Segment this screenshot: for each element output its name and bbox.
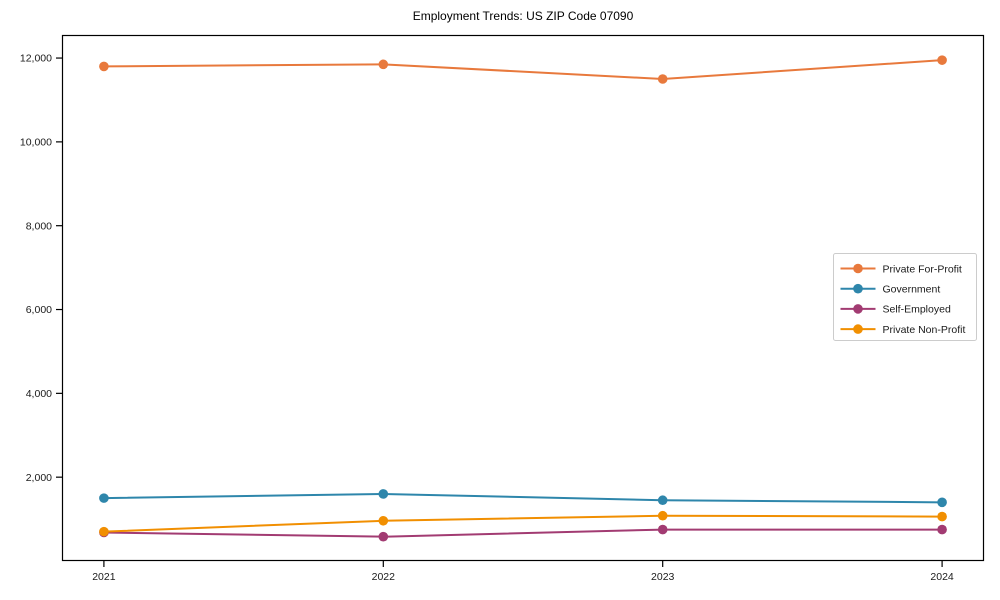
- y-axis-tick-label: 8,000: [26, 220, 52, 232]
- y-axis-tick-label: 4,000: [26, 388, 52, 400]
- series-line-private-for-profit: [102, 59, 944, 81]
- legend-label: Self-Employed: [883, 304, 951, 316]
- y-axis-tick-label: 6,000: [26, 304, 52, 316]
- data-point-marker: [378, 59, 389, 70]
- legend-marker-dot: [853, 324, 863, 334]
- data-point-marker: [657, 510, 668, 521]
- data-point-marker: [657, 495, 668, 506]
- x-axis-tick-label: 2022: [372, 571, 396, 583]
- data-point-marker: [99, 526, 109, 537]
- axes-frame: [61, 34, 985, 562]
- series-line-self-employed: [102, 528, 944, 538]
- data-point-marker: [99, 493, 109, 503]
- y-axis-tick-label: 2,000: [26, 472, 52, 484]
- legend-marker-dot: [853, 263, 863, 274]
- legend-marker-dot: [853, 304, 863, 314]
- data-point-marker: [99, 61, 109, 72]
- data-point-marker: [937, 55, 947, 65]
- data-point-marker: [378, 515, 389, 526]
- series-line-government: [102, 492, 944, 504]
- series-line-private-non-profit: [102, 514, 944, 533]
- legend-label: Private For-Profit: [883, 263, 962, 275]
- legend-box: [833, 253, 977, 341]
- legend-marker-dot: [853, 283, 863, 294]
- x-axis-tick-label: 2021: [92, 571, 116, 583]
- legend-label: Private Non-Profit: [883, 324, 966, 336]
- chart-title: Employment Trends: US ZIP Code 07090: [412, 9, 634, 23]
- x-axis-tick-label: 2024: [930, 571, 954, 583]
- y-axis-tick-label: 10,000: [20, 136, 52, 148]
- data-point-marker: [378, 489, 389, 499]
- data-point-marker: [657, 524, 668, 535]
- data-point-marker: [937, 511, 947, 522]
- legend-label: Government: [883, 284, 941, 296]
- y-axis-tick-label: 12,000: [20, 53, 52, 65]
- x-axis-tick-label: 2023: [651, 571, 675, 583]
- data-point-marker: [657, 74, 668, 84]
- data-point-marker: [937, 497, 947, 508]
- data-point-marker: [937, 524, 947, 535]
- data-point-marker: [378, 531, 389, 542]
